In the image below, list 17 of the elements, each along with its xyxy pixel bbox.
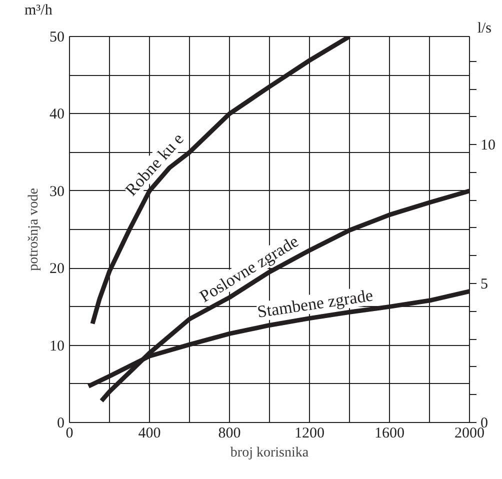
y-axis-title: potrošnja vode	[26, 188, 42, 271]
y2-tick-label: 5	[480, 276, 488, 293]
y-tick-label: 10	[50, 338, 64, 354]
x-tick-label: 1200	[294, 426, 324, 442]
x-tick-label: 800	[218, 426, 241, 442]
text: Stambene zgrade	[256, 286, 374, 322]
text: m³/h	[24, 2, 53, 18]
y2-tick-label: 10	[480, 138, 496, 154]
y2-axis-title: l/s	[477, 20, 492, 36]
y-tick-label: 40	[50, 106, 64, 123]
y-tick-label: 20	[50, 261, 64, 278]
x-tick-label: 1600	[374, 426, 404, 442]
y-tick-label: 30	[50, 184, 64, 200]
x-tick-label: 400	[138, 426, 161, 442]
x-axis-title: broj korisnika	[230, 446, 310, 460]
y-tick-label: 0	[57, 416, 64, 432]
y-tick-label: 50	[50, 30, 64, 46]
